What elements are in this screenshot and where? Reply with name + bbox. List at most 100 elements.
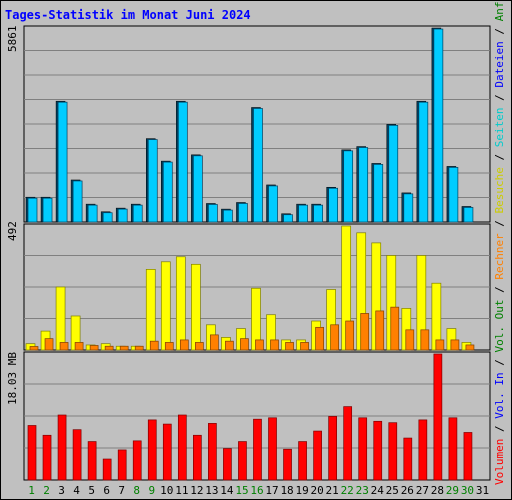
- panel-bottom: [23, 351, 491, 481]
- besuche-bar: [175, 256, 186, 351]
- dateien-bar: [238, 203, 248, 223]
- rechner-bar: [240, 338, 249, 351]
- rechner-bar: [149, 340, 159, 351]
- dateien-bar: [147, 139, 158, 223]
- x-tick-label: 11: [175, 484, 188, 497]
- dateien-bar: [102, 212, 113, 223]
- side-legend-part: Anfragen: [493, 0, 506, 28]
- rechner-bar: [450, 339, 460, 351]
- x-tick-label: 27: [416, 484, 429, 497]
- side-legend-part: Volumen: [493, 439, 506, 485]
- rechner-bar: [29, 346, 39, 351]
- rechner-bar: [74, 342, 84, 351]
- dateien-bar: [162, 161, 173, 223]
- volumen-bar: [132, 440, 142, 481]
- rechner-bar: [390, 306, 400, 351]
- rechner-bar: [104, 345, 114, 351]
- dateien-bar: [27, 197, 38, 223]
- dateien-bar: [177, 101, 188, 223]
- dateien-bar: [328, 187, 338, 223]
- besuche-bar: [160, 261, 171, 351]
- volumen-bar: [177, 414, 187, 481]
- volumen-bar: [117, 449, 127, 481]
- rechner-bar: [89, 345, 99, 351]
- dateien-bar: [463, 207, 474, 223]
- top-max-label: 5861: [6, 26, 19, 53]
- rechner-bar: [420, 329, 430, 351]
- volumen-bar: [463, 432, 473, 481]
- x-tick-label: 14: [220, 484, 234, 497]
- rechner-bar: [225, 340, 234, 351]
- rechner-bar: [360, 313, 370, 351]
- side-legend-part: /: [493, 28, 506, 41]
- volumen-bar: [57, 414, 67, 481]
- volumen-bar: [403, 437, 413, 481]
- volumen-bar: [298, 441, 307, 481]
- dateien-bar: [433, 28, 444, 223]
- x-tick-label: 15: [235, 484, 248, 497]
- dateien-bar: [87, 204, 98, 223]
- x-tick-label: 31: [476, 484, 489, 497]
- volumen-bar: [253, 418, 262, 481]
- dateien-bar: [57, 101, 68, 223]
- middle-max-label: 492: [6, 221, 19, 241]
- side-legend-part: Besuche: [493, 167, 506, 220]
- side-legend-part: Seiten: [493, 107, 506, 153]
- x-tick-label: 6: [103, 484, 110, 497]
- side-legend-part: Vol. Out: [493, 300, 506, 360]
- rechner-bar: [255, 339, 264, 351]
- rechner-bar: [270, 339, 279, 351]
- x-tick-label: 25: [386, 484, 399, 497]
- panel-top: [23, 25, 491, 223]
- besuche-bar: [145, 268, 156, 351]
- dateien-bar: [298, 204, 308, 223]
- x-tick-label: 23: [356, 484, 369, 497]
- volumen-bar: [27, 425, 37, 481]
- dateien-bar: [268, 185, 278, 223]
- rechner-bar: [330, 324, 339, 351]
- panels-group: [23, 25, 491, 481]
- volumen-bar: [283, 448, 292, 481]
- volumen-bar: [238, 441, 247, 481]
- dateien-bar: [373, 164, 384, 223]
- rechner-bar: [315, 326, 324, 351]
- volumen-bar: [388, 422, 398, 481]
- volumen-bar: [102, 458, 112, 481]
- dateien-bar: [388, 124, 399, 223]
- side-legend-part: /: [493, 154, 506, 167]
- x-tick-label: 5: [88, 484, 95, 497]
- x-tick-label: 22: [341, 484, 354, 497]
- rechner-bar: [164, 342, 174, 351]
- side-legend-part: /: [493, 425, 506, 438]
- volumen-bar: [193, 434, 202, 481]
- chart-title: Tages-Statistik im Monat Juni 2024: [5, 8, 251, 22]
- rechner-bar: [119, 345, 129, 351]
- rechner-bar: [435, 339, 445, 351]
- bottom-max-label: 18.03 MB: [6, 352, 19, 405]
- dateien-bar: [403, 193, 414, 223]
- side-legend-part: Dateien: [493, 41, 506, 94]
- dateien-bar: [72, 180, 83, 223]
- rechner-bar: [179, 339, 189, 351]
- volumen-bar: [87, 441, 97, 481]
- dateien-bar: [117, 208, 128, 223]
- dateien-bar: [253, 108, 263, 223]
- x-tick-label: 26: [401, 484, 414, 497]
- volumen-bar: [72, 429, 82, 481]
- dateien-bar: [223, 209, 233, 223]
- x-tick-label: 18: [280, 484, 293, 497]
- dateien-bar: [283, 214, 293, 223]
- x-tick-label: 16: [250, 484, 263, 497]
- volumen-bar: [268, 417, 277, 481]
- side-legend-part: /: [493, 359, 506, 372]
- volumen-bar: [42, 434, 52, 481]
- dateien-bar: [42, 197, 53, 223]
- side-legend-part: Vol. In: [493, 372, 506, 425]
- x-tick-label: 7: [118, 484, 125, 497]
- x-tick-label: 17: [265, 484, 278, 497]
- side-legend-part: Rechner: [493, 233, 506, 286]
- x-tick-label: 13: [205, 484, 218, 497]
- volumen-bar: [147, 419, 157, 481]
- rechner-bar: [465, 344, 475, 351]
